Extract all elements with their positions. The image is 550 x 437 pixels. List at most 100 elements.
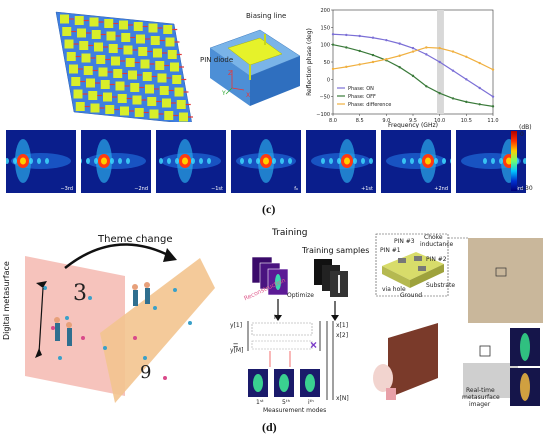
field-pattern-caption: −3rd <box>60 186 73 192</box>
array-line <box>154 88 159 90</box>
series-point <box>345 33 348 37</box>
array-patch <box>74 16 84 25</box>
choke-label: Choke <box>424 234 443 241</box>
series-point <box>465 100 468 104</box>
x1-label: x[1] <box>336 322 349 329</box>
array-patch <box>96 55 106 64</box>
array-line <box>114 108 120 111</box>
biasing-line-label: Biasing line <box>246 12 287 20</box>
array-line <box>78 68 83 70</box>
array-patch <box>86 78 95 88</box>
panel-d-label: (d) <box>262 420 277 434</box>
axis-x-label: X <box>246 92 251 99</box>
array-line <box>86 32 91 34</box>
series-point <box>491 105 495 108</box>
series-point <box>425 85 428 88</box>
x-tick-label: 8.0 <box>329 118 337 124</box>
array-line <box>159 39 165 42</box>
series-point <box>398 66 401 69</box>
series-point <box>358 34 361 38</box>
unit-cell-illustration <box>190 18 305 118</box>
series-point <box>478 86 481 90</box>
array-patch <box>104 19 114 28</box>
x-axis-label: Frequency (GHz) <box>388 122 438 128</box>
measurement-modes-label: Measurement modes <box>263 407 327 414</box>
pin2-label: PIN #2 <box>426 256 447 263</box>
array-line <box>139 86 145 89</box>
hardware-illustration <box>368 228 548 413</box>
series-point <box>478 103 481 106</box>
y1-label: y[1] <box>230 322 243 329</box>
array-line <box>112 96 117 98</box>
field-pattern-tile: +1st <box>306 130 376 193</box>
array-line <box>179 66 184 68</box>
reflection-phase-chart: 8.0 8.5 9.0 9.5 10.0 10.5 11.0 −100 −50 0 50 100 150… <box>305 2 505 129</box>
digital-metasurface-label: Digital metasurface <box>2 261 11 340</box>
array-patch <box>153 48 162 58</box>
array-line <box>90 57 96 59</box>
array-line <box>141 99 147 101</box>
field-pattern-tile: +2nd <box>381 130 451 193</box>
series-point <box>451 50 455 53</box>
array-patch <box>145 84 154 94</box>
metasurface-array <box>28 4 193 125</box>
ground-label: Ground <box>400 292 423 299</box>
yM-label: y[M] <box>230 347 244 354</box>
field-pattern-tile: −3rd <box>6 130 76 193</box>
imager-label-line3: imager <box>469 401 491 408</box>
substrate-label: Substrate <box>426 282 456 289</box>
array-patch <box>130 83 140 92</box>
training-diagram: × = <box>230 245 365 420</box>
metasurface-scene: 3 9 <box>5 228 220 408</box>
y-tick-label: −50 <box>319 95 330 101</box>
series-point <box>358 63 361 66</box>
x-tick-label: 11.0 <box>487 118 498 124</box>
array-patch <box>75 102 85 111</box>
array-line <box>88 44 94 47</box>
array-line <box>84 105 90 108</box>
array-line <box>162 52 167 54</box>
series-point <box>438 46 441 50</box>
array-line <box>98 21 104 23</box>
y-tick-label: 200 <box>320 8 330 14</box>
array-line <box>124 85 130 87</box>
array-line <box>173 114 179 117</box>
series-point <box>345 46 348 49</box>
series-point <box>438 60 441 64</box>
metasurface-array-svg <box>55 11 193 125</box>
array-line <box>134 61 140 64</box>
series-point <box>491 68 495 71</box>
array-line <box>92 69 98 72</box>
array-patch <box>170 62 179 72</box>
field-pattern-caption: +2nd <box>434 186 448 192</box>
series-point <box>411 74 415 78</box>
array-line <box>171 102 176 104</box>
array-patch <box>113 69 123 78</box>
y-tick-label: 0 <box>327 77 330 83</box>
series-point <box>411 50 415 53</box>
axis-z-label: Z <box>228 70 233 77</box>
array-patch <box>83 66 93 75</box>
pin1-label: PIN #1 <box>380 247 401 254</box>
array-line <box>107 71 113 73</box>
series-point <box>491 95 495 98</box>
array-patch <box>142 72 152 81</box>
series-point <box>425 46 428 49</box>
array-patch <box>111 56 120 66</box>
array-patch <box>176 100 186 109</box>
series-point <box>358 49 361 53</box>
axis-y-label: Y <box>222 90 226 97</box>
array-line <box>83 19 89 22</box>
array-line <box>176 53 182 56</box>
array-line <box>137 74 142 76</box>
field-pattern-tile: −2nd <box>81 130 151 193</box>
x2-label: x[2] <box>336 332 349 339</box>
array-patch <box>60 14 69 24</box>
series-point <box>398 54 401 57</box>
mode-label-i: iᵗʰ <box>308 399 314 406</box>
training-title: Training <box>272 228 308 238</box>
array-patch <box>106 31 116 41</box>
array-patch <box>91 30 101 39</box>
array-patch <box>81 53 91 63</box>
series-point <box>398 42 401 45</box>
